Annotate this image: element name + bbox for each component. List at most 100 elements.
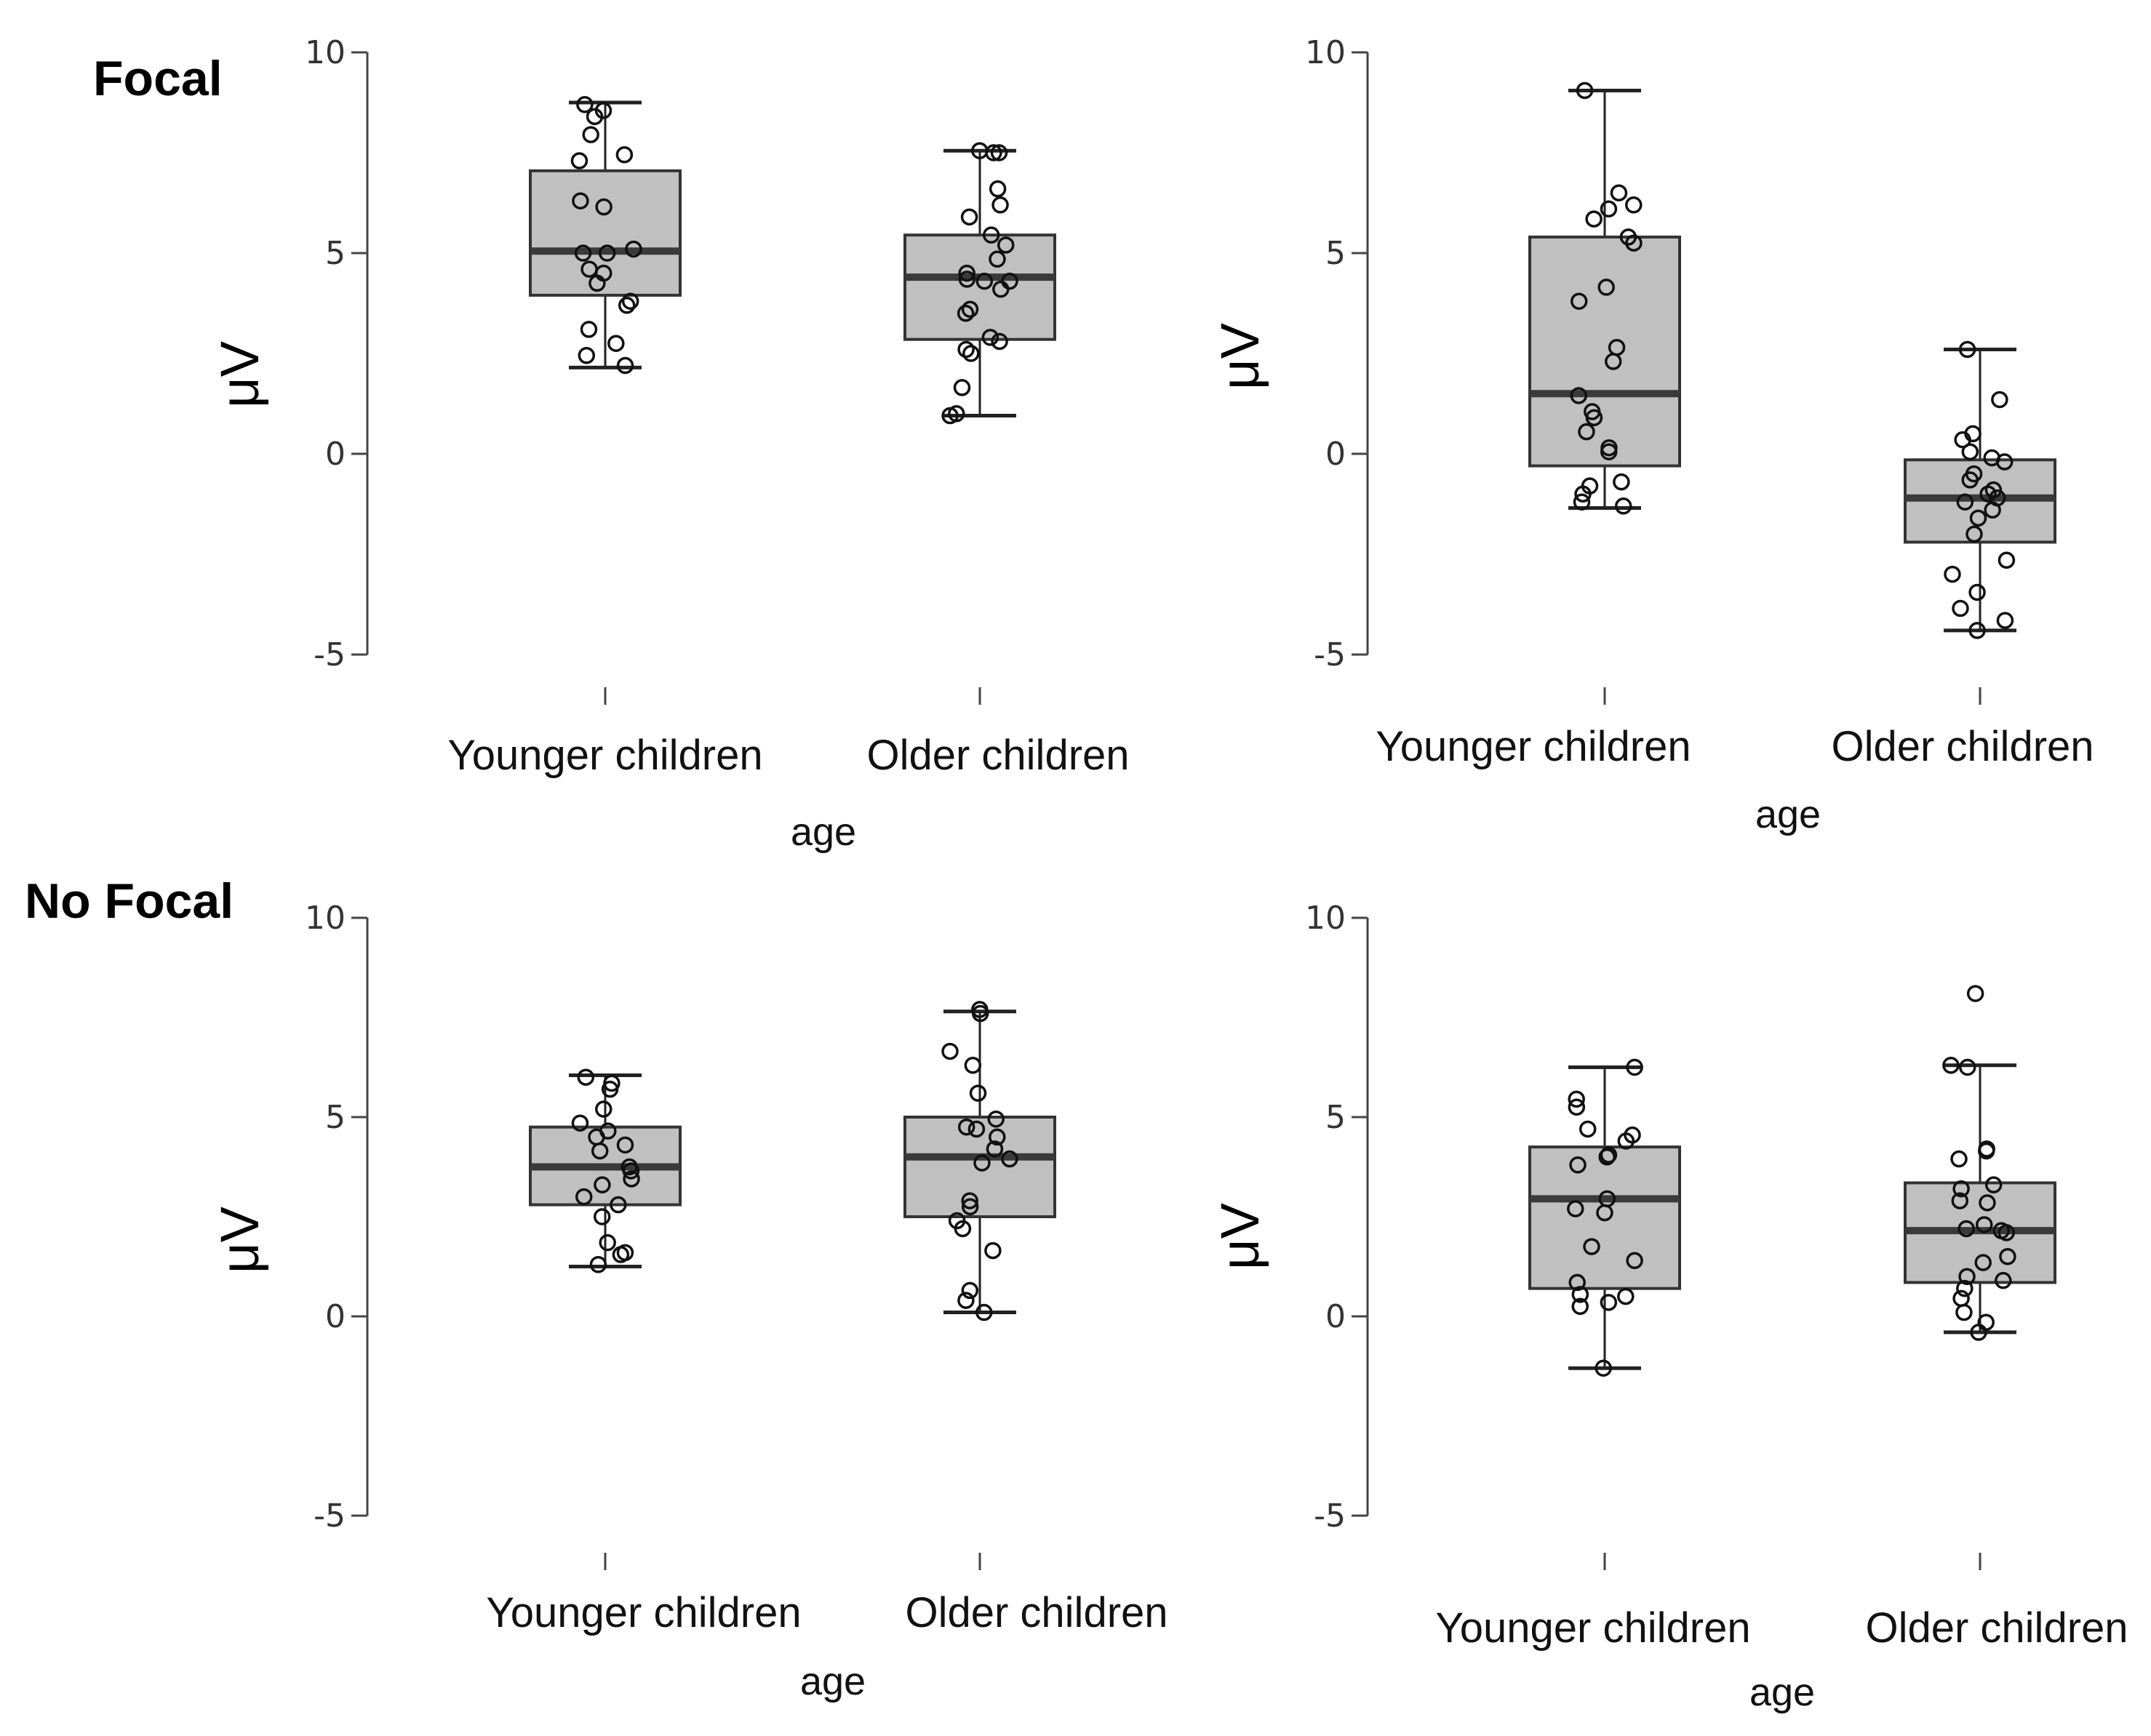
y-tick-label: 5 xyxy=(1325,1099,1346,1136)
data-point xyxy=(1595,1359,1612,1377)
data-point xyxy=(1571,1297,1589,1316)
data-point xyxy=(991,196,1009,214)
data-point xyxy=(991,332,1008,351)
data-point xyxy=(961,300,979,319)
y-tick-label: 5 xyxy=(325,1099,346,1136)
data-point xyxy=(572,192,589,209)
data-point xyxy=(984,1241,1002,1260)
data-point xyxy=(1955,1303,1973,1321)
data-point xyxy=(1596,1204,1613,1222)
y-tick-label: 0 xyxy=(1325,436,1346,473)
data-point xyxy=(589,1256,607,1273)
data-point xyxy=(1956,1279,1974,1297)
data-point xyxy=(997,236,1015,254)
data-point xyxy=(615,146,634,164)
data-point xyxy=(986,1140,1004,1158)
data-point xyxy=(1576,81,1594,100)
y-axis-title: μV xyxy=(1210,322,1270,390)
data-point xyxy=(1578,423,1595,441)
data-point xyxy=(1574,485,1592,503)
data-point xyxy=(1626,1058,1643,1076)
data-point xyxy=(973,1154,991,1172)
data-point xyxy=(1610,184,1628,201)
data-point xyxy=(1974,1254,1992,1271)
data-point xyxy=(1567,1200,1584,1217)
y-tick-label: 10 xyxy=(305,34,346,71)
data-point xyxy=(975,272,994,290)
data-point xyxy=(588,274,606,292)
data-point xyxy=(578,347,596,364)
x-axis-title: age xyxy=(800,1660,866,1703)
data-point xyxy=(953,379,971,396)
y-tick-label: 0 xyxy=(325,436,346,473)
y-axis-title: μV xyxy=(1210,1202,1270,1270)
data-point xyxy=(1961,471,1979,489)
data-point xyxy=(957,305,975,322)
data-point xyxy=(616,1136,634,1154)
panel-no-focal-left: 10 5 0 -5 μV Younger children Older children ag… xyxy=(209,900,1168,1703)
x-tick-label: Older children xyxy=(1831,723,2094,770)
data-point xyxy=(618,297,636,314)
data-point xyxy=(610,1196,627,1214)
data-point xyxy=(1979,1194,1996,1212)
y-tick-label: 10 xyxy=(1305,34,1346,71)
x-tick-label: Younger children xyxy=(486,1589,801,1636)
data-point xyxy=(1979,485,1997,503)
data-point xyxy=(954,1220,972,1238)
data-point xyxy=(971,1004,989,1023)
data-point xyxy=(1569,1156,1587,1174)
data-point xyxy=(1998,1224,2015,1241)
data-point xyxy=(1600,1146,1618,1164)
data-point xyxy=(622,1162,640,1180)
y-tick-label: 5 xyxy=(1325,235,1346,272)
y-tick-label: 0 xyxy=(1325,1298,1346,1335)
data-point xyxy=(616,356,634,375)
y-axis-title: μV xyxy=(209,340,270,408)
data-point xyxy=(1995,1271,2012,1289)
data-point xyxy=(1626,1252,1643,1270)
y-tick-label: 10 xyxy=(1305,900,1346,937)
data-point xyxy=(1952,599,1969,617)
y-tick-label: 5 xyxy=(325,235,346,272)
data-point xyxy=(599,1233,616,1252)
data-point xyxy=(1968,583,1986,601)
panel-focal-left: 10 5 0 -5 μV Younger children Older childrenag… xyxy=(209,34,1130,854)
data-point xyxy=(1984,501,2001,519)
data-point xyxy=(1998,551,2016,569)
data-point xyxy=(957,1118,975,1136)
data-point xyxy=(1568,1090,1585,1108)
data-point xyxy=(612,1246,630,1263)
data-point xyxy=(586,108,604,126)
data-point xyxy=(1966,985,1984,1002)
data-point xyxy=(1968,622,1986,639)
data-point xyxy=(989,1128,1006,1146)
x-tick-label: Older children xyxy=(905,1589,1168,1636)
data-point xyxy=(1600,1294,1618,1311)
data-point xyxy=(957,340,975,359)
data-point xyxy=(1617,1287,1635,1305)
data-point xyxy=(1966,525,1983,543)
data-point xyxy=(969,1084,987,1102)
data-point xyxy=(1999,1248,2016,1265)
data-point xyxy=(595,1100,612,1118)
data-point xyxy=(601,1080,619,1098)
data-point xyxy=(992,280,1010,298)
y-tick-label: -5 xyxy=(1314,636,1346,673)
x-axis-title: age xyxy=(1755,793,1821,836)
data-point xyxy=(1954,431,1971,449)
data-point xyxy=(1958,340,1976,359)
data-point xyxy=(623,1170,640,1188)
data-point xyxy=(1961,443,1979,460)
x-tick-label: Younger children xyxy=(1376,723,1691,770)
y-tick-label: -5 xyxy=(314,636,346,673)
data-point xyxy=(1951,1192,1969,1209)
data-point xyxy=(1944,565,1961,583)
data-point xyxy=(989,180,1007,198)
data-point xyxy=(975,1303,993,1321)
data-point xyxy=(607,335,625,352)
data-point xyxy=(1583,1238,1600,1255)
data-point xyxy=(1568,1098,1586,1116)
x-axis-title: age xyxy=(791,810,856,854)
x-axis-title: age xyxy=(1749,1671,1815,1714)
